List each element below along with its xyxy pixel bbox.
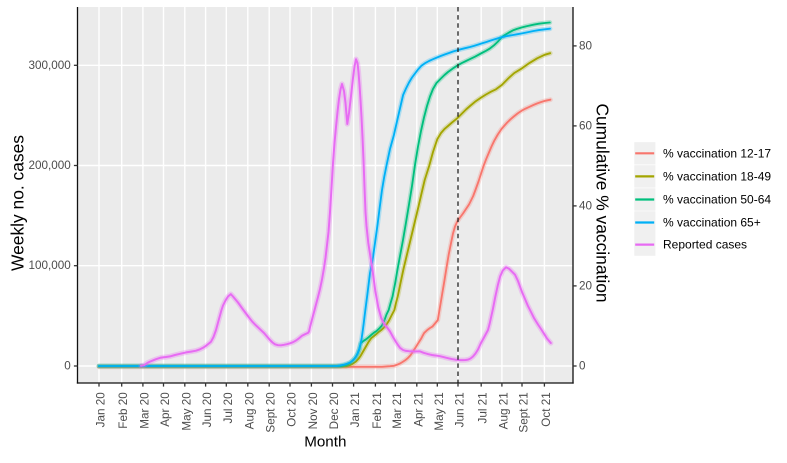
svg-text:80: 80 bbox=[579, 39, 593, 52]
svg-text:Apr 21: Apr 21 bbox=[412, 392, 425, 426]
svg-text:Jun 20: Jun 20 bbox=[201, 392, 214, 428]
svg-text:100,000: 100,000 bbox=[29, 259, 72, 272]
svg-text:Feb 21: Feb 21 bbox=[371, 392, 384, 428]
svg-text:Jul 21: Jul 21 bbox=[477, 392, 490, 423]
svg-text:0: 0 bbox=[579, 360, 586, 373]
svg-text:Apr 20: Apr 20 bbox=[159, 392, 172, 427]
svg-text:0: 0 bbox=[64, 360, 71, 373]
svg-text:300,000: 300,000 bbox=[29, 59, 72, 72]
svg-text:Cumulative % vaccination: Cumulative % vaccination bbox=[593, 103, 613, 302]
svg-text:Sept 21: Sept 21 bbox=[518, 392, 531, 432]
svg-text:Reported cases: Reported cases bbox=[663, 238, 747, 252]
svg-text:Dec 20: Dec 20 bbox=[328, 392, 341, 430]
svg-text:Jan 20: Jan 20 bbox=[95, 392, 108, 428]
svg-text:Oct 20: Oct 20 bbox=[286, 392, 299, 427]
svg-text:Jan 21: Jan 21 bbox=[349, 392, 362, 427]
svg-text:Sept 20: Sept 20 bbox=[265, 392, 278, 433]
svg-text:Oct 21: Oct 21 bbox=[540, 392, 553, 426]
svg-text:Nov 20: Nov 20 bbox=[307, 392, 320, 430]
svg-text:% vaccination 18-49: % vaccination 18-49 bbox=[663, 169, 771, 183]
svg-text:Mar 21: Mar 21 bbox=[391, 392, 404, 428]
svg-text:Weekly no. cases: Weekly no. cases bbox=[8, 135, 28, 271]
svg-text:Jul 20: Jul 20 bbox=[222, 392, 235, 424]
svg-text:Mar 20: Mar 20 bbox=[138, 392, 151, 429]
svg-text:% vaccination 50-64: % vaccination 50-64 bbox=[663, 193, 771, 207]
svg-text:Feb 20: Feb 20 bbox=[117, 392, 130, 429]
svg-text:May 20: May 20 bbox=[180, 392, 193, 431]
svg-text:Aug 20: Aug 20 bbox=[243, 392, 256, 430]
svg-text:May 21: May 21 bbox=[433, 392, 446, 430]
svg-text:40: 40 bbox=[579, 199, 593, 212]
svg-text:% vaccination 12-17: % vaccination 12-17 bbox=[663, 146, 771, 160]
svg-text:Jun 21: Jun 21 bbox=[454, 392, 467, 427]
svg-text:20: 20 bbox=[579, 279, 593, 292]
svg-text:Month: Month bbox=[304, 434, 346, 451]
svg-text:Aug 21: Aug 21 bbox=[497, 392, 510, 429]
svg-text:% vaccination 65+: % vaccination 65+ bbox=[663, 216, 761, 230]
svg-text:200,000: 200,000 bbox=[29, 159, 72, 172]
svg-text:60: 60 bbox=[579, 119, 593, 132]
